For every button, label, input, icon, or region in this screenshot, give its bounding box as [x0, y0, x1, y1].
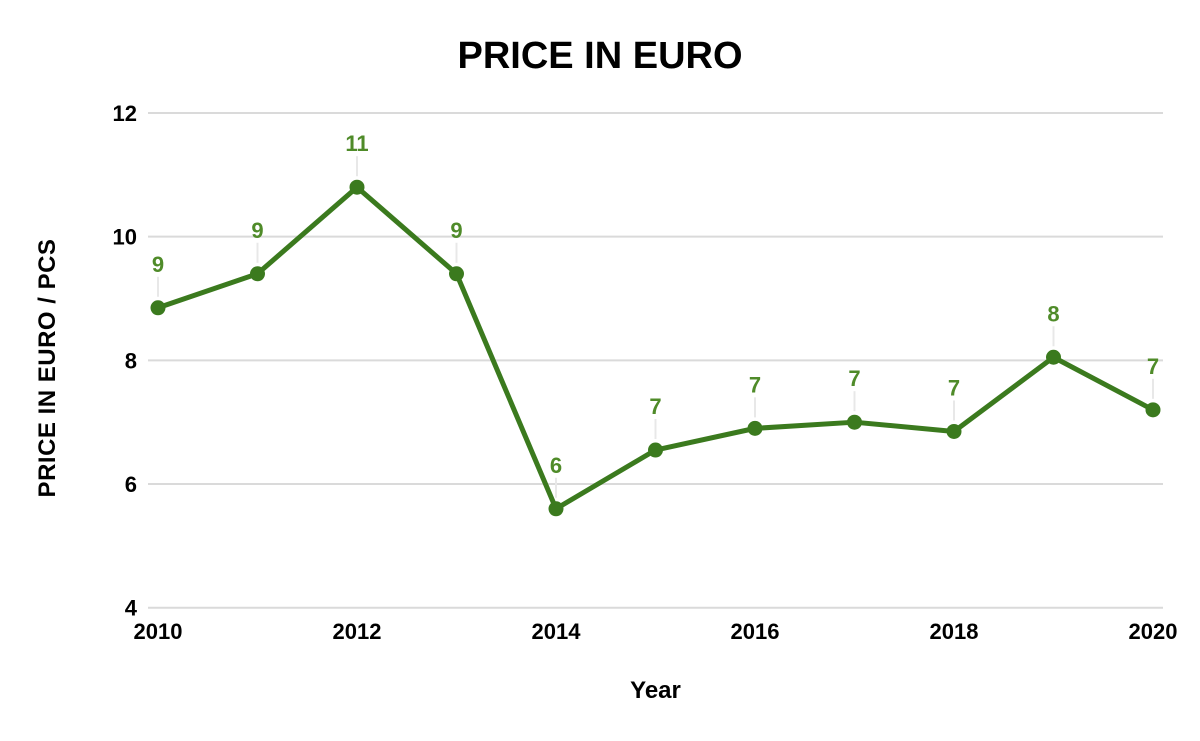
data-point-2016[interactable]	[747, 420, 763, 436]
data-label-2011: 9	[251, 218, 263, 243]
data-point-2019[interactable]	[1046, 349, 1061, 365]
data-label-2013: 9	[450, 218, 462, 243]
y-tick-10: 10	[113, 225, 137, 250]
x-tick-2012: 2012	[333, 619, 382, 644]
data-point-2010[interactable]	[150, 300, 166, 316]
data-point-2013[interactable]	[449, 266, 464, 282]
data-point-2020[interactable]	[1145, 402, 1161, 418]
x-tick-2016: 2016	[731, 619, 780, 644]
data-point-2014[interactable]	[548, 501, 564, 517]
x-axis-title: Year	[630, 677, 681, 704]
x-tick-2018: 2018	[930, 619, 979, 644]
y-tick-8: 8	[125, 348, 137, 373]
data-label-2019: 8	[1047, 301, 1059, 326]
x-tick-2020: 2020	[1129, 619, 1178, 644]
y-tick-4: 4	[125, 596, 138, 621]
data-label-2015: 7	[649, 394, 661, 419]
data-point-2015[interactable]	[648, 442, 663, 458]
chart-title: PRICE IN EURO	[457, 35, 743, 77]
x-tick-2010: 2010	[134, 619, 183, 644]
x-tick-2014: 2014	[532, 619, 582, 644]
series-line	[155, 184, 1156, 512]
data-label-2016: 7	[749, 372, 761, 397]
data-label-2012: 11	[345, 131, 368, 156]
data-label-2018: 7	[948, 375, 960, 400]
data-label-2020: 7	[1147, 354, 1159, 379]
data-point-2017[interactable]	[847, 414, 862, 430]
data-point-2012[interactable]	[349, 179, 365, 195]
data-point-2018[interactable]	[946, 423, 962, 439]
data-point-2011[interactable]	[250, 266, 265, 282]
y-tick-12: 12	[113, 101, 137, 126]
data-label-2017: 7	[848, 366, 860, 391]
data-label-2014: 6	[550, 453, 562, 478]
y-tick-6: 6	[125, 472, 137, 497]
data-label-2010: 9	[152, 252, 164, 277]
